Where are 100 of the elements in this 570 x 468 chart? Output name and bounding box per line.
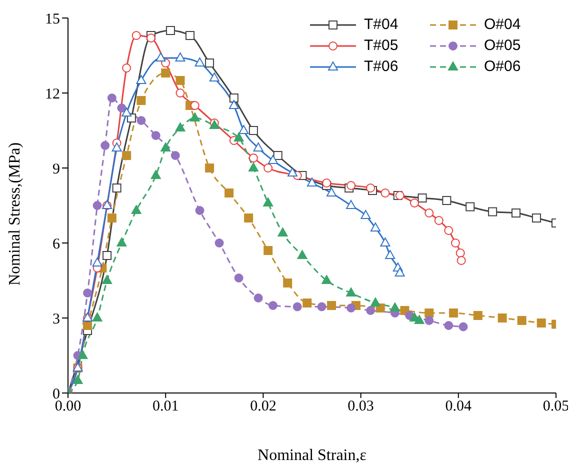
point <box>511 208 520 218</box>
y-tick-label: 3 <box>52 311 60 328</box>
point <box>292 302 302 312</box>
point <box>161 68 170 78</box>
point <box>122 151 132 160</box>
point <box>102 251 112 260</box>
point <box>424 316 434 325</box>
point <box>92 201 102 210</box>
point <box>248 154 258 162</box>
point <box>146 34 156 42</box>
point <box>283 278 292 288</box>
point <box>175 122 186 132</box>
point <box>449 308 458 318</box>
point <box>205 58 214 68</box>
point <box>498 314 507 322</box>
point <box>410 198 419 208</box>
point <box>107 214 116 222</box>
point <box>278 228 288 236</box>
point <box>190 101 200 110</box>
point <box>317 302 326 312</box>
point <box>72 375 83 384</box>
point <box>385 250 396 259</box>
point <box>195 206 204 215</box>
point <box>390 302 400 312</box>
x-axis-title: Nominal Strain,ε <box>258 447 367 464</box>
point <box>394 268 405 276</box>
point <box>234 274 244 282</box>
point <box>346 181 356 190</box>
point <box>248 162 258 172</box>
point <box>205 164 214 172</box>
point <box>488 207 498 216</box>
legend-label: O#06 <box>484 58 521 75</box>
point <box>450 238 460 248</box>
point <box>186 31 194 40</box>
point <box>209 72 220 82</box>
point <box>322 178 332 188</box>
legend-label: O#05 <box>484 37 521 54</box>
point <box>78 350 88 359</box>
point <box>264 246 273 255</box>
point <box>536 318 546 328</box>
point <box>228 100 239 109</box>
point <box>136 116 146 125</box>
point <box>268 155 278 164</box>
point <box>424 208 434 218</box>
point <box>224 188 234 198</box>
point <box>370 298 380 306</box>
x-tick-label: 0.02 <box>250 398 276 415</box>
point <box>418 194 427 202</box>
y-tick-label: 15 <box>45 11 60 28</box>
point <box>466 202 475 212</box>
point <box>346 288 356 296</box>
point <box>176 88 185 98</box>
point <box>92 312 102 322</box>
point <box>176 76 185 85</box>
point <box>263 198 274 206</box>
point <box>117 104 126 112</box>
point <box>444 321 454 330</box>
point <box>380 238 390 246</box>
point <box>370 222 380 232</box>
point <box>273 151 282 160</box>
point <box>456 248 465 258</box>
point <box>287 168 298 176</box>
point <box>83 288 92 298</box>
point <box>264 164 273 172</box>
point <box>346 304 356 312</box>
point <box>253 142 264 152</box>
point <box>166 26 175 35</box>
point <box>248 126 258 135</box>
x-tick-label: 0.04 <box>445 398 472 415</box>
point <box>424 308 434 318</box>
point <box>92 258 102 266</box>
y-tick-label: 12 <box>45 86 60 102</box>
point <box>532 214 541 222</box>
point <box>458 322 468 332</box>
point <box>132 31 141 40</box>
point <box>302 298 312 308</box>
point <box>244 214 254 222</box>
point <box>102 275 112 284</box>
point <box>327 301 336 310</box>
point <box>473 311 482 320</box>
point <box>326 188 337 196</box>
point <box>112 184 122 192</box>
point <box>116 238 127 246</box>
point <box>414 315 424 324</box>
point <box>136 96 146 105</box>
point <box>322 275 332 284</box>
point <box>238 125 249 134</box>
x-tick-label: 0.00 <box>54 398 82 415</box>
point <box>360 210 371 219</box>
point <box>234 132 244 142</box>
legend-label: T#05 <box>364 37 398 54</box>
y-tick-label: 6 <box>52 236 60 252</box>
point <box>100 141 110 150</box>
point <box>380 188 390 198</box>
y-tick-label: 9 <box>52 161 60 178</box>
point <box>456 256 466 265</box>
point <box>366 306 376 315</box>
legend-label: T#04 <box>364 16 398 33</box>
point <box>214 238 224 248</box>
point <box>254 294 263 302</box>
